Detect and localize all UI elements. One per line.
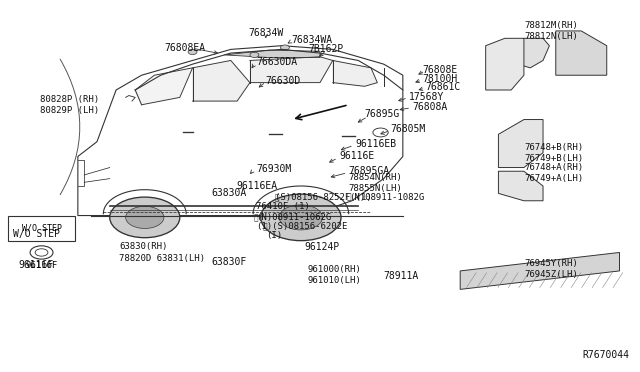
Text: 76895G: 76895G <box>365 109 400 119</box>
Text: R7670044: R7670044 <box>582 350 629 359</box>
Text: 76808EA: 76808EA <box>164 42 205 52</box>
Text: Ⓝ: Ⓝ <box>254 213 259 222</box>
Polygon shape <box>460 253 620 289</box>
Polygon shape <box>135 68 193 105</box>
FancyBboxPatch shape <box>8 215 75 241</box>
Circle shape <box>188 49 197 55</box>
Polygon shape <box>556 31 607 75</box>
Text: 76945Y(RH)
76945Z(LH): 76945Y(RH) 76945Z(LH) <box>524 259 578 279</box>
Text: 76834W: 76834W <box>248 28 284 38</box>
Circle shape <box>280 45 289 50</box>
Text: 96116EA: 96116EA <box>236 181 277 191</box>
Text: 76630DA: 76630DA <box>256 57 298 67</box>
Text: (N)08911-1062G: (N)08911-1062G <box>256 213 332 222</box>
Text: 96116EB: 96116EB <box>355 138 396 148</box>
Polygon shape <box>250 57 333 83</box>
Text: 96116F: 96116F <box>26 261 58 270</box>
Text: 76930M: 76930M <box>256 164 292 174</box>
Text: 17568Y: 17568Y <box>409 92 444 102</box>
Text: 96116F: 96116F <box>19 260 54 270</box>
Circle shape <box>109 197 180 238</box>
Text: 78812M(RH)
78812N(LH): 78812M(RH) 78812N(LH) <box>524 21 578 41</box>
Text: 76861C: 76861C <box>425 82 460 92</box>
Text: Ⓝ: Ⓝ <box>346 193 351 202</box>
Text: 76748+A(RH)
76749+A(LH): 76748+A(RH) 76749+A(LH) <box>524 163 583 183</box>
Text: (S)08156-8252F (1): (S)08156-8252F (1) <box>275 193 372 202</box>
Text: 76630D: 76630D <box>266 76 301 86</box>
Circle shape <box>260 194 341 241</box>
Text: 7B162P: 7B162P <box>308 44 344 54</box>
Text: Ⓢ: Ⓢ <box>262 223 267 232</box>
Text: 76748+B(RH)
76749+B(LH): 76748+B(RH) 76749+B(LH) <box>524 143 583 163</box>
Circle shape <box>125 206 164 228</box>
Text: 78911A: 78911A <box>384 272 419 282</box>
Polygon shape <box>505 38 549 68</box>
Text: 76805M: 76805M <box>390 124 426 134</box>
Circle shape <box>250 52 259 58</box>
Text: 63830F: 63830F <box>212 257 247 267</box>
Text: 78854N(RH)
78855N(LH): 78854N(RH) 78855N(LH) <box>349 173 403 193</box>
Text: (1)(S)08156-6202E: (1)(S)08156-6202E <box>256 222 348 231</box>
Polygon shape <box>193 61 250 101</box>
Text: W/O STEP: W/O STEP <box>13 229 60 239</box>
Text: 80828P (RH)
80829P (LH): 80828P (RH) 80829P (LH) <box>40 95 99 115</box>
Polygon shape <box>499 171 543 201</box>
Text: 76834WA: 76834WA <box>291 35 332 45</box>
Text: 96116E: 96116E <box>339 151 374 161</box>
Polygon shape <box>225 50 320 58</box>
Text: 63830A: 63830A <box>212 188 247 198</box>
Circle shape <box>279 205 323 230</box>
Text: 76808A: 76808A <box>412 102 447 112</box>
Text: 63830(RH)
78820D 63831(LH): 63830(RH) 78820D 63831(LH) <box>119 243 205 263</box>
Polygon shape <box>486 38 524 90</box>
Text: 96124P: 96124P <box>304 242 339 252</box>
Polygon shape <box>333 61 378 86</box>
Text: 76410F (1): 76410F (1) <box>256 202 310 211</box>
Text: 961000(RH)
961010(LH): 961000(RH) 961010(LH) <box>307 264 361 285</box>
Text: 76808E: 76808E <box>422 65 457 75</box>
Polygon shape <box>499 119 543 167</box>
Text: 76895GA: 76895GA <box>349 166 390 176</box>
Text: (N)08911-1082G: (N)08911-1082G <box>349 193 424 202</box>
Text: Ⓢ: Ⓢ <box>275 193 280 202</box>
Text: W/O STEP: W/O STEP <box>22 224 61 233</box>
Text: (I): (I) <box>266 231 282 240</box>
Text: 78100H: 78100H <box>422 74 457 84</box>
